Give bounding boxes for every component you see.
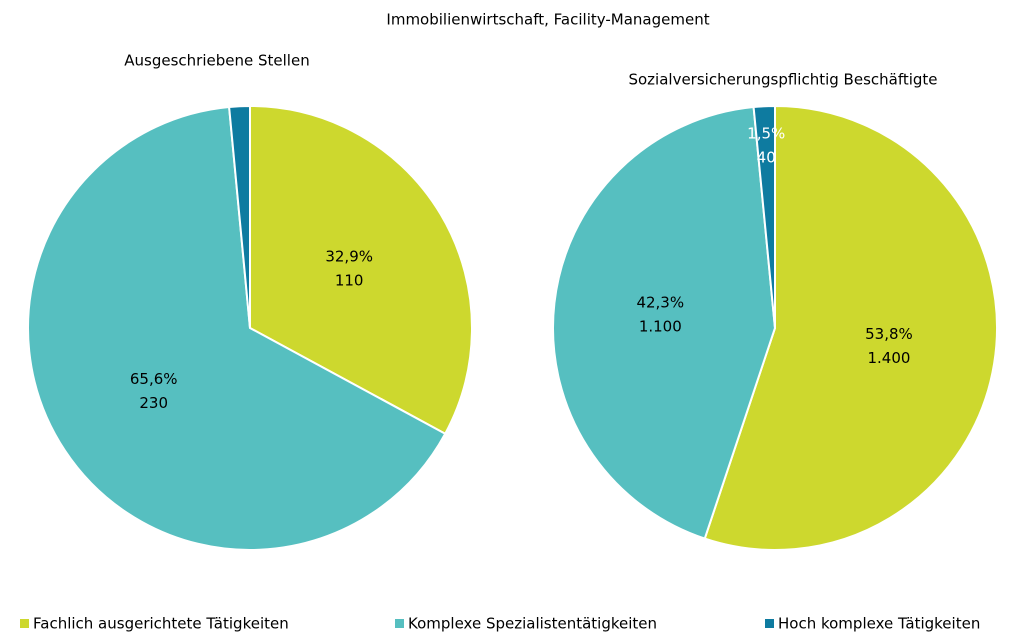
pie-slice	[249, 104, 473, 436]
legend-swatch	[765, 619, 774, 628]
value-label: 65,6%	[130, 370, 178, 388]
count-label: 1.400	[867, 349, 910, 367]
value-label: 1,5%	[747, 125, 785, 143]
pie-slice	[228, 104, 251, 329]
legend-swatch	[20, 619, 29, 628]
count-label: 40	[757, 149, 776, 167]
chart-title: Immobilienwirtschaft, Facility-Managemen…	[386, 11, 709, 29]
pie-slice	[552, 105, 777, 540]
value-label: 42,3%	[636, 294, 684, 312]
pie-slice	[752, 104, 776, 329]
legend-swatch	[395, 619, 404, 628]
pie-slice	[27, 105, 447, 551]
pie-title: Ausgeschriebene Stellen	[124, 52, 309, 70]
count-label: 1.100	[639, 318, 682, 336]
value-label: 32,9%	[325, 247, 373, 265]
legend-label: Komplexe Spezialistentätigkeiten	[408, 615, 657, 633]
legend-label: Hoch komplexe Tätigkeiten	[778, 615, 980, 633]
count-label: 230	[139, 394, 168, 412]
pie-title: Sozialversicherungspflichtig Beschäftigt…	[628, 71, 937, 89]
value-label: 53,8%	[865, 325, 913, 343]
legend-label: Fachlich ausgerichtete Tätigkeiten	[33, 615, 289, 633]
pie-slice	[703, 104, 998, 551]
count-label: 110	[335, 271, 364, 289]
